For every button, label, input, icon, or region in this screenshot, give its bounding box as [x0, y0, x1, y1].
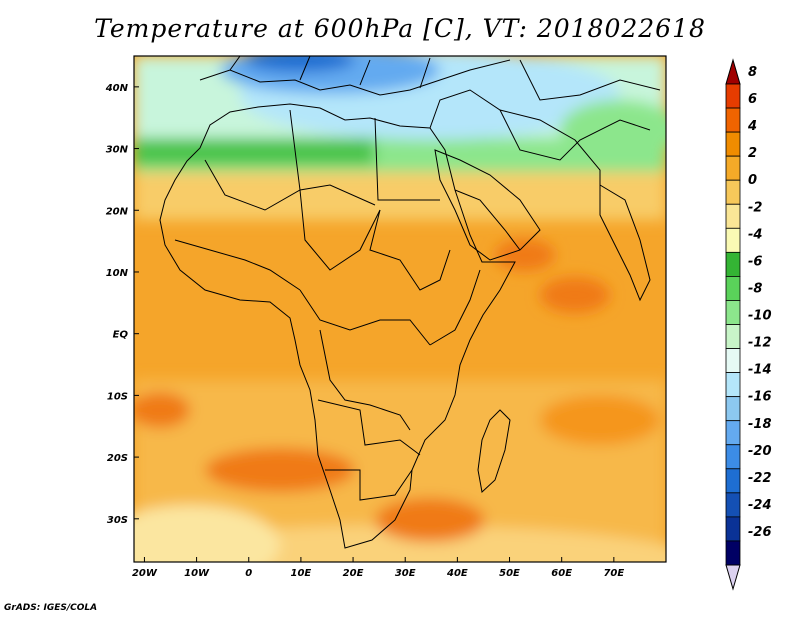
- field-southwest-pale: [134, 505, 280, 562]
- field-warm-spot-sa: [375, 498, 485, 542]
- colorbar-swatch: [725, 179, 741, 205]
- lon-label: 20E: [343, 568, 364, 579]
- colorbar-swatch: [725, 372, 741, 398]
- colorbar-swatch: [725, 300, 741, 325]
- colorbar-swatch: [725, 492, 741, 518]
- border-sahara-west: [204, 159, 376, 211]
- grads-credit: GrADS: IGES/COLA: [4, 603, 98, 613]
- colorbar-swatch: [725, 420, 741, 446]
- border-sahara-central: [289, 109, 381, 271]
- border-southern-africa: [325, 469, 413, 501]
- colorbar-swatch: [725, 227, 741, 253]
- colorbar-label: -12: [748, 336, 772, 351]
- lat-label: EQ: [113, 330, 129, 341]
- iran-afghan-borders: [499, 109, 651, 161]
- field-dark-blue-core: [245, 56, 355, 72]
- field-warm-spot-sw: [205, 448, 355, 492]
- field-warm-spot-west: [134, 392, 190, 428]
- lat-label: 10S: [107, 391, 128, 402]
- lon-label: 30E: [395, 568, 416, 579]
- colorbar-top-arrow: [725, 58, 741, 85]
- colorbar-label: -2: [748, 200, 762, 215]
- middle-east-borders: [429, 89, 601, 185]
- lat-label: 20N: [106, 206, 129, 217]
- axis-labels: 20W 10W 0 10E 20E 30E 40E 50E 60E 70E 40N 30N 20N 10N…: [105, 83, 625, 579]
- colorbar-label: -16: [748, 390, 772, 405]
- lon-label: 0: [245, 568, 252, 579]
- lat-label: 40N: [105, 83, 129, 94]
- border-central-africa: [299, 289, 431, 346]
- border-west-africa: [174, 239, 301, 291]
- colorbar-label: -6: [748, 254, 762, 269]
- colorbar-label: -24: [748, 498, 772, 513]
- lon-label: 70E: [603, 568, 624, 579]
- border-sudan: [369, 209, 451, 291]
- colorbar-swatch: [725, 83, 741, 109]
- madagascar-coast: [477, 409, 511, 493]
- lat-label: 10N: [106, 268, 129, 279]
- india-coast: [599, 184, 651, 302]
- colorbar-label: 0: [748, 173, 757, 188]
- colorbar-label: 2: [748, 146, 757, 161]
- temperature-field: [134, 56, 666, 562]
- colorbar-label: -8: [748, 281, 762, 296]
- colorbar-swatch: [725, 131, 741, 157]
- africa-coastline: [159, 103, 516, 549]
- lon-label: 60E: [551, 568, 572, 579]
- arabian-borders: [454, 189, 521, 251]
- country-borders: [159, 56, 661, 549]
- chart-title: Temperature at 600hPa [C], VT: 201802261…: [94, 14, 706, 43]
- colorbar-swatch: [725, 468, 741, 494]
- colorbar-bottom-arrow: [725, 564, 741, 591]
- europe-borders: [229, 56, 431, 89]
- colorbar-swatch: [725, 251, 741, 277]
- colorbar-swatch: [725, 444, 741, 470]
- colorbar-label: -4: [748, 227, 762, 242]
- colorbar-label: 6: [748, 92, 757, 107]
- colorbar-swatch: [725, 396, 741, 422]
- colorbar-swatch: [725, 203, 741, 229]
- colorbar-label: -10: [748, 309, 772, 324]
- colorbar-label: -20: [748, 444, 772, 459]
- field-warm-spot-arabian: [540, 277, 610, 313]
- colorbar-label: -22: [748, 471, 772, 486]
- colorbar: 8 6 4 2 0 -2 -4 -6 -8 -10 -12 -14 -16 -18 -20 -22 -24 -26: [725, 58, 772, 591]
- colorbar-swatch: [725, 275, 741, 301]
- colorbar-swatch: [725, 516, 741, 542]
- field-darkgreen-band: [134, 135, 374, 165]
- border-angola-zambia: [317, 399, 421, 456]
- colorbar-swatch: [725, 540, 741, 566]
- colorbar-swatch: [725, 155, 741, 181]
- lon-label: 10E: [291, 568, 312, 579]
- lon-label: 50E: [499, 568, 520, 579]
- axis-ticks: [134, 86, 615, 562]
- field-east-green: [560, 100, 666, 160]
- colorbar-label: -26: [748, 525, 772, 540]
- lon-label: 10W: [184, 568, 210, 579]
- map-frame: [133, 55, 667, 563]
- colorbar-swatch: [725, 324, 741, 349]
- colorbar-label: -14: [748, 363, 772, 378]
- lat-label: 30S: [107, 515, 128, 526]
- colorbar-label: 4: [747, 119, 757, 134]
- europe-coast: [199, 59, 511, 96]
- field-warm-spot-indian: [540, 395, 660, 445]
- lon-label: 40E: [446, 568, 468, 579]
- border-east-africa: [429, 269, 481, 346]
- colorbar-swatch: [725, 348, 741, 373]
- field-warm-spot-horn: [495, 239, 555, 271]
- border-congo: [319, 329, 411, 431]
- colorbar-swatch: [725, 107, 741, 133]
- colorbar-label: 8: [748, 65, 757, 80]
- central-asia-borders: [519, 59, 661, 101]
- border-libya-egypt: [374, 117, 440, 201]
- colorbar-label: -18: [748, 417, 772, 432]
- lat-label: 30N: [106, 145, 129, 156]
- lon-label: 20W: [132, 568, 158, 579]
- lat-label: 20S: [107, 453, 128, 464]
